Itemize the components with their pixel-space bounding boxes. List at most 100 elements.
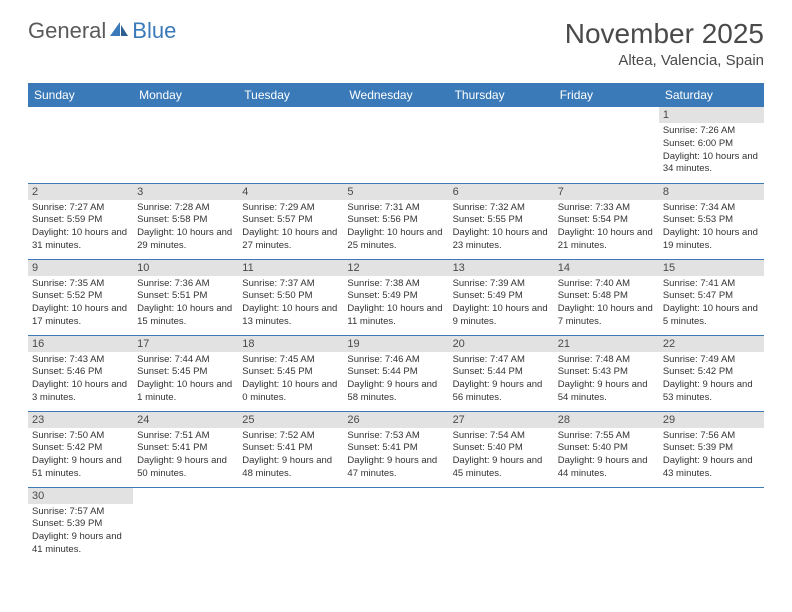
day-number: 8 [659,184,764,200]
day-number: 24 [133,412,238,428]
sunrise-text: Sunrise: 7:50 AM [32,430,129,443]
sunset-text: Sunset: 5:41 PM [137,442,234,455]
sunset-text: Sunset: 6:00 PM [663,138,760,151]
day-number: 30 [28,488,133,504]
day-cell [343,107,448,183]
day-number: 18 [238,336,343,352]
daylight-text: Daylight: 9 hours and 53 minutes. [663,379,760,405]
sunset-text: Sunset: 5:54 PM [558,214,655,227]
day-cell: 27Sunrise: 7:54 AMSunset: 5:40 PMDayligh… [449,411,554,487]
day-number: 22 [659,336,764,352]
sunset-text: Sunset: 5:50 PM [242,290,339,303]
sunset-text: Sunset: 5:40 PM [558,442,655,455]
day-cell: 5Sunrise: 7:31 AMSunset: 5:56 PMDaylight… [343,183,448,259]
weekday-header: Friday [554,83,659,107]
daylight-text: Daylight: 9 hours and 48 minutes. [242,455,339,481]
calendar-body: 1Sunrise: 7:26 AMSunset: 6:00 PMDaylight… [28,107,764,563]
sunset-text: Sunset: 5:41 PM [242,442,339,455]
calendar-table: Sunday Monday Tuesday Wednesday Thursday… [28,83,764,563]
daylight-text: Daylight: 10 hours and 31 minutes. [32,227,129,253]
sunset-text: Sunset: 5:45 PM [242,366,339,379]
daylight-text: Daylight: 9 hours and 50 minutes. [137,455,234,481]
page-subtitle: Altea, Valencia, Spain [565,52,764,69]
day-details: Sunrise: 7:49 AMSunset: 5:42 PMDaylight:… [659,352,764,408]
sunset-text: Sunset: 5:39 PM [663,442,760,455]
weekday-header-row: Sunday Monday Tuesday Wednesday Thursday… [28,83,764,107]
sunrise-text: Sunrise: 7:47 AM [453,354,550,367]
sunrise-text: Sunrise: 7:49 AM [663,354,760,367]
daylight-text: Daylight: 10 hours and 13 minutes. [242,303,339,329]
day-number: 7 [554,184,659,200]
day-number: 21 [554,336,659,352]
sunset-text: Sunset: 5:48 PM [558,290,655,303]
sunset-text: Sunset: 5:52 PM [32,290,129,303]
daylight-text: Daylight: 10 hours and 23 minutes. [453,227,550,253]
daylight-text: Daylight: 9 hours and 41 minutes. [32,531,129,557]
daylight-text: Daylight: 10 hours and 1 minute. [137,379,234,405]
day-details: Sunrise: 7:57 AMSunset: 5:39 PMDaylight:… [28,504,133,560]
day-cell: 14Sunrise: 7:40 AMSunset: 5:48 PMDayligh… [554,259,659,335]
week-row: 2Sunrise: 7:27 AMSunset: 5:59 PMDaylight… [28,183,764,259]
page-header: General Blue November 2025 Altea, Valenc… [0,0,792,77]
day-number: 5 [343,184,448,200]
sunrise-text: Sunrise: 7:28 AM [137,202,234,215]
day-details: Sunrise: 7:44 AMSunset: 5:45 PMDaylight:… [133,352,238,408]
day-number: 12 [343,260,448,276]
sunset-text: Sunset: 5:40 PM [453,442,550,455]
day-cell: 21Sunrise: 7:48 AMSunset: 5:43 PMDayligh… [554,335,659,411]
daylight-text: Daylight: 10 hours and 0 minutes. [242,379,339,405]
day-cell: 16Sunrise: 7:43 AMSunset: 5:46 PMDayligh… [28,335,133,411]
daylight-text: Daylight: 10 hours and 27 minutes. [242,227,339,253]
week-row: 16Sunrise: 7:43 AMSunset: 5:46 PMDayligh… [28,335,764,411]
day-cell [554,487,659,563]
day-details: Sunrise: 7:56 AMSunset: 5:39 PMDaylight:… [659,428,764,484]
day-details: Sunrise: 7:48 AMSunset: 5:43 PMDaylight:… [554,352,659,408]
weekday-header: Tuesday [238,83,343,107]
daylight-text: Daylight: 10 hours and 17 minutes. [32,303,129,329]
daylight-text: Daylight: 10 hours and 21 minutes. [558,227,655,253]
day-cell [659,487,764,563]
day-details: Sunrise: 7:39 AMSunset: 5:49 PMDaylight:… [449,276,554,332]
sunset-text: Sunset: 5:51 PM [137,290,234,303]
day-cell [238,107,343,183]
day-cell: 22Sunrise: 7:49 AMSunset: 5:42 PMDayligh… [659,335,764,411]
day-cell [133,487,238,563]
sunrise-text: Sunrise: 7:38 AM [347,278,444,291]
day-cell: 3Sunrise: 7:28 AMSunset: 5:58 PMDaylight… [133,183,238,259]
sunset-text: Sunset: 5:42 PM [32,442,129,455]
sunrise-text: Sunrise: 7:44 AM [137,354,234,367]
day-cell: 24Sunrise: 7:51 AMSunset: 5:41 PMDayligh… [133,411,238,487]
day-cell: 23Sunrise: 7:50 AMSunset: 5:42 PMDayligh… [28,411,133,487]
weekday-header: Thursday [449,83,554,107]
sunset-text: Sunset: 5:42 PM [663,366,760,379]
day-details: Sunrise: 7:38 AMSunset: 5:49 PMDaylight:… [343,276,448,332]
day-cell: 8Sunrise: 7:34 AMSunset: 5:53 PMDaylight… [659,183,764,259]
sunset-text: Sunset: 5:47 PM [663,290,760,303]
week-row: 9Sunrise: 7:35 AMSunset: 5:52 PMDaylight… [28,259,764,335]
sunrise-text: Sunrise: 7:41 AM [663,278,760,291]
day-details: Sunrise: 7:55 AMSunset: 5:40 PMDaylight:… [554,428,659,484]
daylight-text: Daylight: 10 hours and 9 minutes. [453,303,550,329]
daylight-text: Daylight: 9 hours and 44 minutes. [558,455,655,481]
daylight-text: Daylight: 9 hours and 45 minutes. [453,455,550,481]
day-number: 15 [659,260,764,276]
sunrise-text: Sunrise: 7:56 AM [663,430,760,443]
day-cell: 29Sunrise: 7:56 AMSunset: 5:39 PMDayligh… [659,411,764,487]
day-cell: 13Sunrise: 7:39 AMSunset: 5:49 PMDayligh… [449,259,554,335]
logo-text-2: Blue [132,18,176,44]
day-number: 26 [343,412,448,428]
sunset-text: Sunset: 5:55 PM [453,214,550,227]
sunset-text: Sunset: 5:53 PM [663,214,760,227]
daylight-text: Daylight: 10 hours and 34 minutes. [663,151,760,177]
sunrise-text: Sunrise: 7:34 AM [663,202,760,215]
day-cell: 7Sunrise: 7:33 AMSunset: 5:54 PMDaylight… [554,183,659,259]
daylight-text: Daylight: 10 hours and 11 minutes. [347,303,444,329]
day-details: Sunrise: 7:28 AMSunset: 5:58 PMDaylight:… [133,200,238,256]
sunrise-text: Sunrise: 7:33 AM [558,202,655,215]
daylight-text: Daylight: 9 hours and 47 minutes. [347,455,444,481]
daylight-text: Daylight: 9 hours and 51 minutes. [32,455,129,481]
day-details: Sunrise: 7:47 AMSunset: 5:44 PMDaylight:… [449,352,554,408]
day-details: Sunrise: 7:33 AMSunset: 5:54 PMDaylight:… [554,200,659,256]
sunset-text: Sunset: 5:43 PM [558,366,655,379]
week-row: 30Sunrise: 7:57 AMSunset: 5:39 PMDayligh… [28,487,764,563]
